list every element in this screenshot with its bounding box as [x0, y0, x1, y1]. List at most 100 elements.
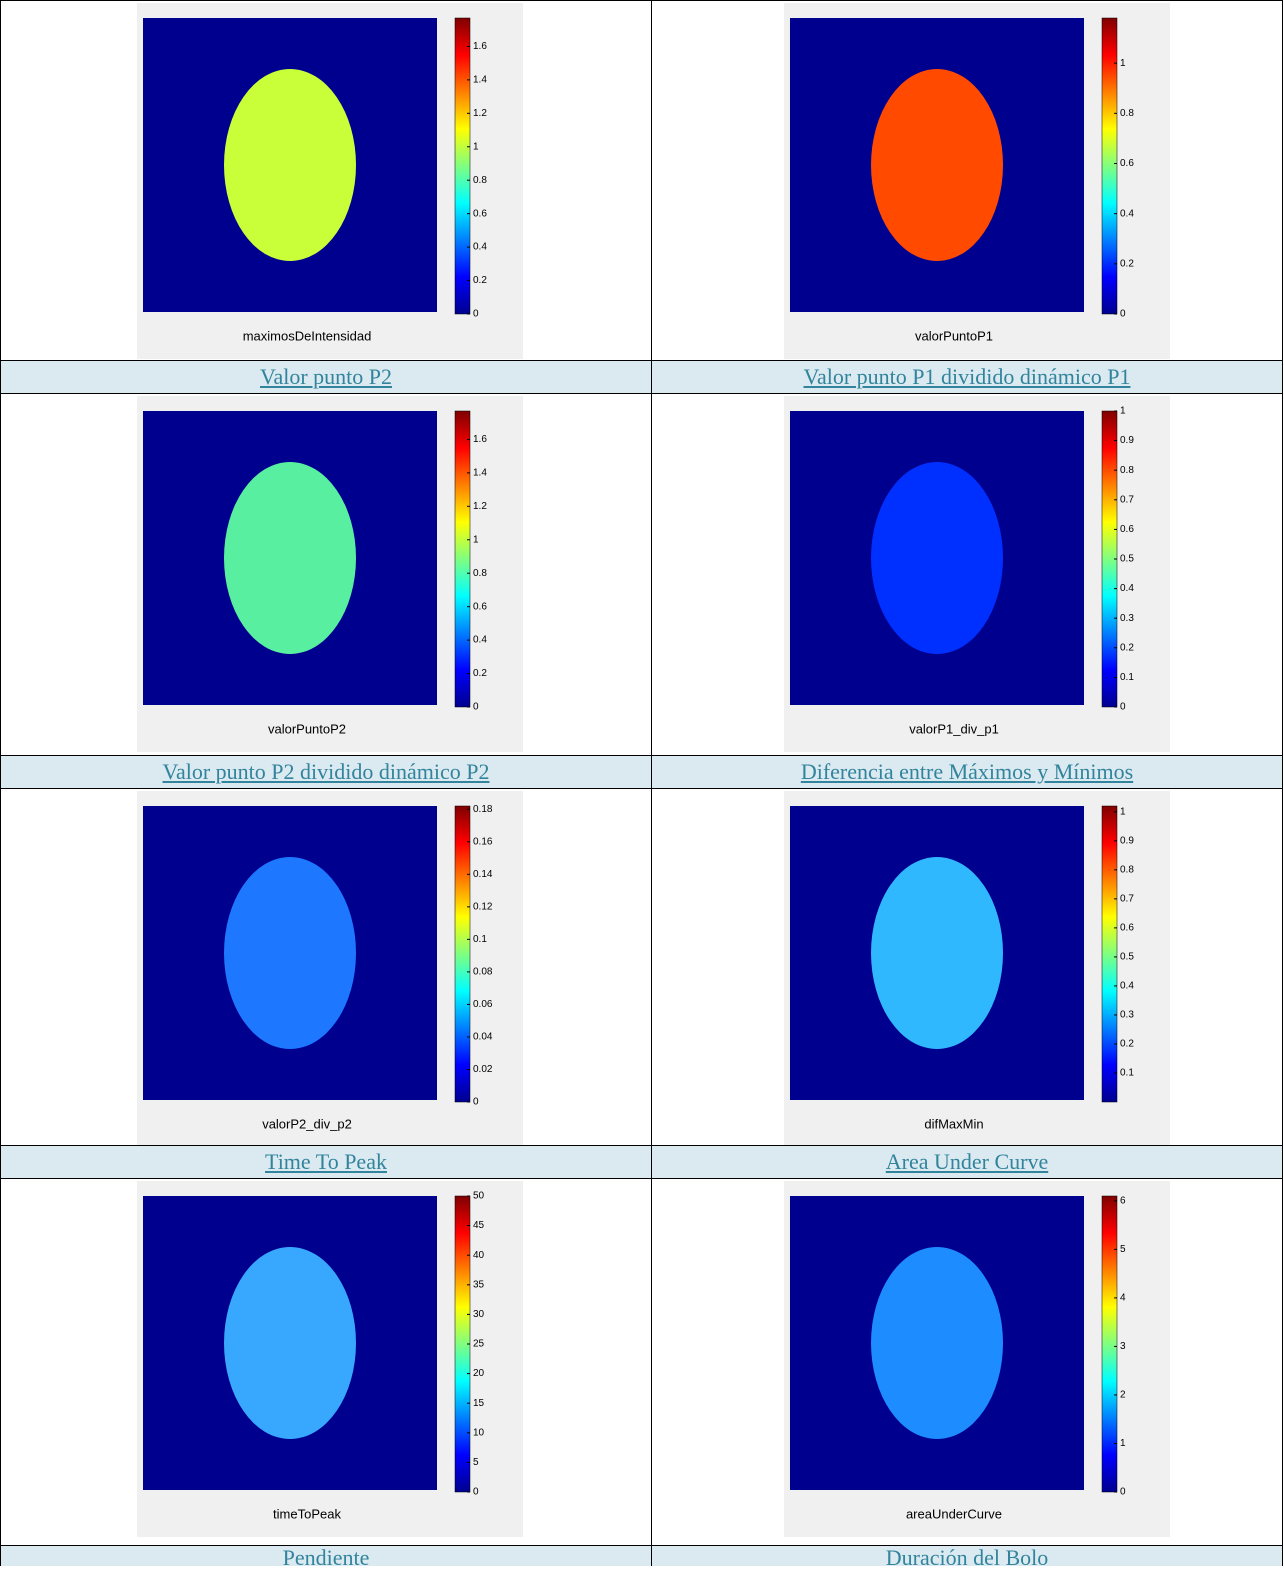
colorbar-tick-label: 6 — [1120, 1195, 1126, 1206]
colorbar-tick-label: 0.5 — [1120, 554, 1134, 565]
header-link[interactable]: Valor punto P1 dividido dinámico P1 — [651, 361, 1282, 393]
colorbar-tick-label: 25 — [473, 1339, 485, 1350]
colorbar-tick-label: 1.4 — [473, 468, 487, 479]
figure-title: areaUnderCurve — [906, 1506, 1002, 1521]
header-text: Duración del Bolo — [651, 1546, 1282, 1566]
figure: 00.020.040.060.080.10.120.140.160.18valo… — [137, 791, 523, 1147]
figure-title: valorP1_div_p1 — [909, 721, 999, 736]
colorbar — [1102, 1196, 1117, 1492]
colorbar-tick-label: 0 — [473, 309, 479, 320]
colorbar-tick-label: 2 — [1120, 1390, 1126, 1401]
colorbar — [1102, 806, 1117, 1102]
header-link[interactable]: Valor punto P2 dividido dinámico P2 — [1, 756, 651, 788]
colorbar-tick-label: 0.3 — [1120, 1010, 1134, 1021]
figure-title: difMaxMin — [924, 1116, 983, 1131]
colorbar-tick-label: 0 — [1120, 309, 1126, 320]
colorbar-tick-label: 0.06 — [473, 999, 493, 1010]
colorbar-tick-label: 0.8 — [473, 175, 487, 186]
colorbar-tick-label: 0.7 — [1120, 894, 1134, 905]
colorbar-tick-label: 15 — [473, 1398, 485, 1409]
colorbar-tick-label: 0.4 — [1120, 208, 1134, 219]
colorbar-tick-label: 5 — [473, 1457, 479, 1468]
colorbar-tick-label: 0 — [473, 1097, 479, 1108]
colorbar-tick-label: 30 — [473, 1309, 485, 1320]
colorbar-tick-label: 0.02 — [473, 1064, 493, 1075]
page: 00.20.40.60.811.21.41.6maximosDeIntensid… — [0, 0, 1284, 1566]
colorbar-tick-label: 0.8 — [1120, 108, 1134, 119]
brain — [871, 462, 1003, 654]
colorbar-tick-label: 50 — [473, 1191, 485, 1202]
colorbar-tick-label: 0.2 — [1120, 1039, 1134, 1050]
colorbar-tick-label: 1 — [1120, 58, 1126, 69]
colorbar-tick-label: 0.2 — [473, 668, 487, 679]
colorbar-tick-label: 1.4 — [473, 75, 487, 86]
figure-title: timeToPeak — [273, 1506, 341, 1521]
colorbar-tick-label: 0 — [1120, 1487, 1126, 1498]
figure: 00.20.40.60.811.21.41.6maximosDeIntensid… — [137, 3, 523, 359]
colorbar-tick-label: 0.8 — [1120, 465, 1134, 476]
colorbar-tick-label: 0.4 — [473, 242, 487, 253]
brain — [224, 1247, 356, 1439]
colorbar — [455, 18, 470, 314]
header-link[interactable]: Diferencia entre Máximos y Mínimos — [651, 756, 1282, 788]
figure-title: valorPuntoP2 — [268, 721, 346, 736]
header-link[interactable]: Area Under Curve — [651, 1146, 1282, 1178]
colorbar-tick-label: 1 — [473, 141, 479, 152]
colorbar-tick-label: 1 — [1120, 806, 1126, 817]
colorbar-tick-label: 0 — [1120, 702, 1126, 713]
brain — [871, 1247, 1003, 1439]
header-text: Pendiente — [1, 1546, 651, 1566]
colorbar-tick-label: 0.9 — [1120, 435, 1134, 446]
colorbar-tick-label: 0.8 — [473, 568, 487, 579]
colorbar-tick-label: 0.4 — [473, 635, 487, 646]
colorbar-tick-label: 0.2 — [1120, 642, 1134, 653]
colorbar-tick-label: 0.8 — [1120, 864, 1134, 875]
colorbar-tick-label: 0.6 — [1120, 524, 1134, 535]
colorbar-tick-label: 0.08 — [473, 967, 493, 978]
colorbar-tick-label: 0.6 — [473, 208, 487, 219]
header-link[interactable]: Valor punto P2 — [1, 361, 651, 393]
colorbar-tick-label: 0 — [473, 702, 479, 713]
colorbar-tick-label: 1 — [1120, 1438, 1126, 1449]
colorbar-tick-label: 20 — [473, 1368, 485, 1379]
colorbar-tick-label: 0.18 — [473, 804, 493, 815]
colorbar-tick-label: 1 — [1120, 406, 1126, 417]
brain — [224, 462, 356, 654]
figure-title: valorPuntoP1 — [915, 328, 993, 343]
colorbar — [1102, 18, 1117, 314]
colorbar-tick-label: 1.6 — [473, 434, 487, 445]
brain — [224, 69, 356, 261]
colorbar — [455, 411, 470, 707]
colorbar-tick-label: 0.14 — [473, 869, 493, 880]
colorbar-tick-label: 0.2 — [1120, 258, 1134, 269]
colorbar-tick-label: 4 — [1120, 1293, 1126, 1304]
brain — [871, 69, 1003, 261]
colorbar-tick-label: 0.1 — [473, 934, 487, 945]
colorbar — [455, 806, 470, 1102]
colorbar-tick-label: 0.3 — [1120, 613, 1134, 624]
colorbar-tick-label: 0.7 — [1120, 494, 1134, 505]
header-link[interactable]: Time To Peak — [1, 1146, 651, 1178]
colorbar-tick-label: 1.2 — [473, 501, 487, 512]
brain — [871, 857, 1003, 1049]
colorbar-tick-label: 45 — [473, 1220, 485, 1231]
